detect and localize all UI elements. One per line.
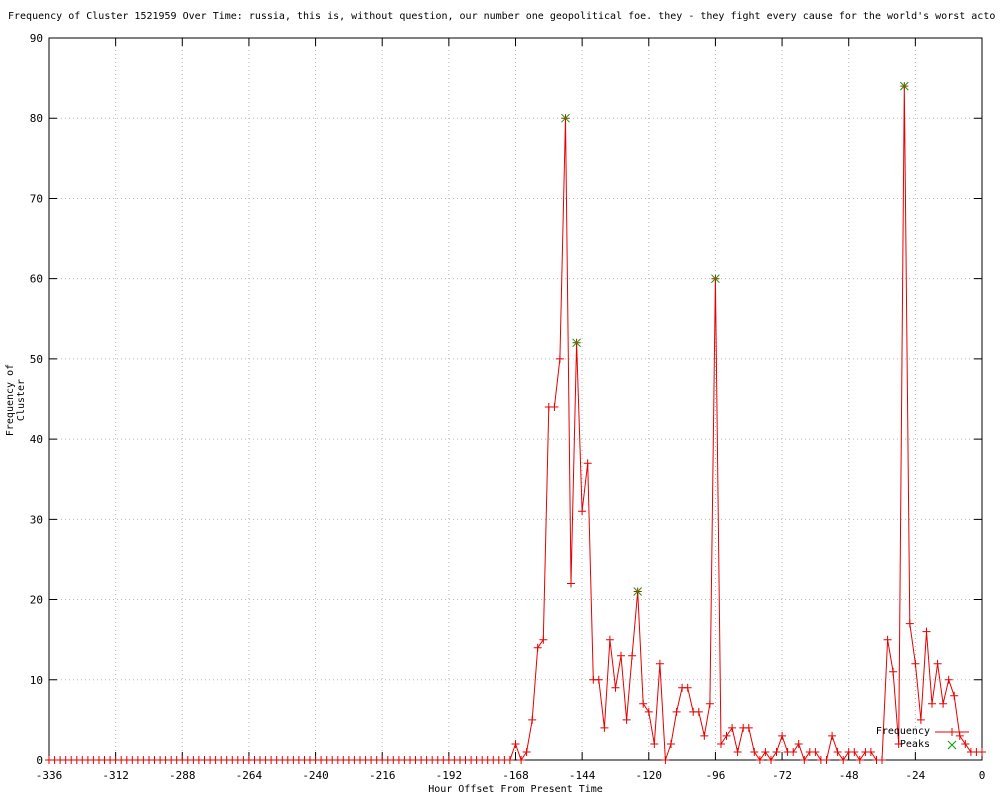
- x-tick-label: -264: [236, 769, 263, 782]
- y-tick-label: 90: [30, 32, 43, 45]
- legend-label-peaks: Peaks: [899, 739, 930, 750]
- frequency-markers: [45, 82, 986, 764]
- x-axis-title: Hour Offset From Present Time: [428, 784, 603, 795]
- x-tick-label: -48: [839, 769, 859, 782]
- chart-title: Frequency of Cluster 1521959 Over Time: …: [8, 11, 996, 22]
- y-tick-labels: 0 10 20 30 40 50 60 70 80 90: [30, 32, 43, 767]
- x-tick-label: -192: [436, 769, 463, 782]
- y-tick-label: 70: [30, 192, 43, 205]
- y-tick-label: 80: [30, 112, 43, 125]
- peak-markers: [561, 81, 909, 596]
- x-tick-label: -336: [36, 769, 63, 782]
- y-tick-label: 60: [30, 273, 43, 286]
- x-tick-label: -96: [705, 769, 725, 782]
- x-tick-label: -216: [369, 769, 396, 782]
- y-tick-label: 30: [30, 513, 43, 526]
- grid-lines: [49, 38, 982, 760]
- x-tick-label: -72: [772, 769, 792, 782]
- x-tick-label: -144: [569, 769, 596, 782]
- y-tick-label: 40: [30, 433, 43, 446]
- frequency-line-sample-icon: [935, 727, 969, 736]
- x-tick-label: -120: [636, 769, 663, 782]
- x-tick-labels: -336 -312 -288 -264 -240 -216 -192 -168 -144 -120…: [36, 769, 986, 782]
- x-tick-label: -288: [169, 769, 196, 782]
- x-tick-label: -312: [102, 769, 129, 782]
- y-tick-label: 50: [30, 353, 43, 366]
- legend-item-peaks: Peaks: [820, 738, 970, 751]
- y-tick-label: 10: [30, 674, 43, 687]
- x-tick-label: -24: [905, 769, 925, 782]
- x-tick-label: 0: [979, 769, 986, 782]
- legend-label-frequency: Frequency: [875, 726, 930, 737]
- x-tick-label: -168: [502, 769, 529, 782]
- y-tick-label: 20: [30, 594, 43, 607]
- y-tick-label: 0: [36, 754, 43, 767]
- x-tick-label: -240: [302, 769, 329, 782]
- peaks-cross-sample-icon: [947, 740, 957, 749]
- legend: Frequency Peaks: [820, 725, 970, 751]
- legend-item-frequency: Frequency: [820, 725, 970, 738]
